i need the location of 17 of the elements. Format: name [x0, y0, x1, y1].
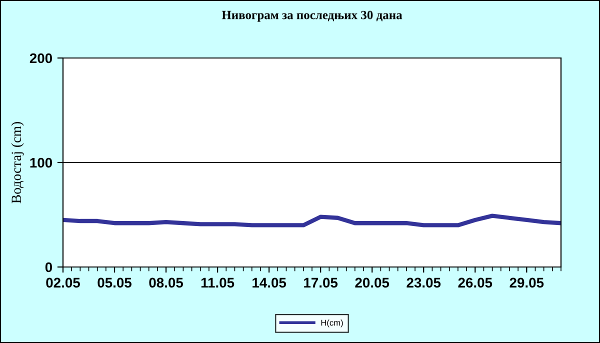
legend-label: H(cm): [321, 320, 343, 328]
x-tick-label: 23.05: [406, 278, 441, 288]
y-tick-label: 200: [30, 53, 52, 64]
x-tick-label: 08.05: [149, 278, 184, 288]
x-tick-label: 29.05: [510, 278, 544, 288]
x-tick-label: 05.05: [98, 278, 132, 288]
y-axis-title: Водостај (cm): [11, 122, 24, 204]
line-series: [63, 214, 561, 228]
y-tick-label: 0: [45, 262, 52, 272]
chart-title: Нивограм за последњих 30 дана: [222, 10, 402, 22]
x-tick-label: 20.05: [355, 278, 390, 288]
y-tick-label: 100: [30, 158, 52, 168]
x-tick-label: 11.05: [201, 278, 234, 288]
x-tick-label: 02.05: [46, 278, 80, 288]
x-tick-label: 26.05: [458, 278, 492, 288]
x-tick-label: 14.05: [252, 278, 286, 288]
x-tick-label: 17.05: [304, 278, 338, 288]
